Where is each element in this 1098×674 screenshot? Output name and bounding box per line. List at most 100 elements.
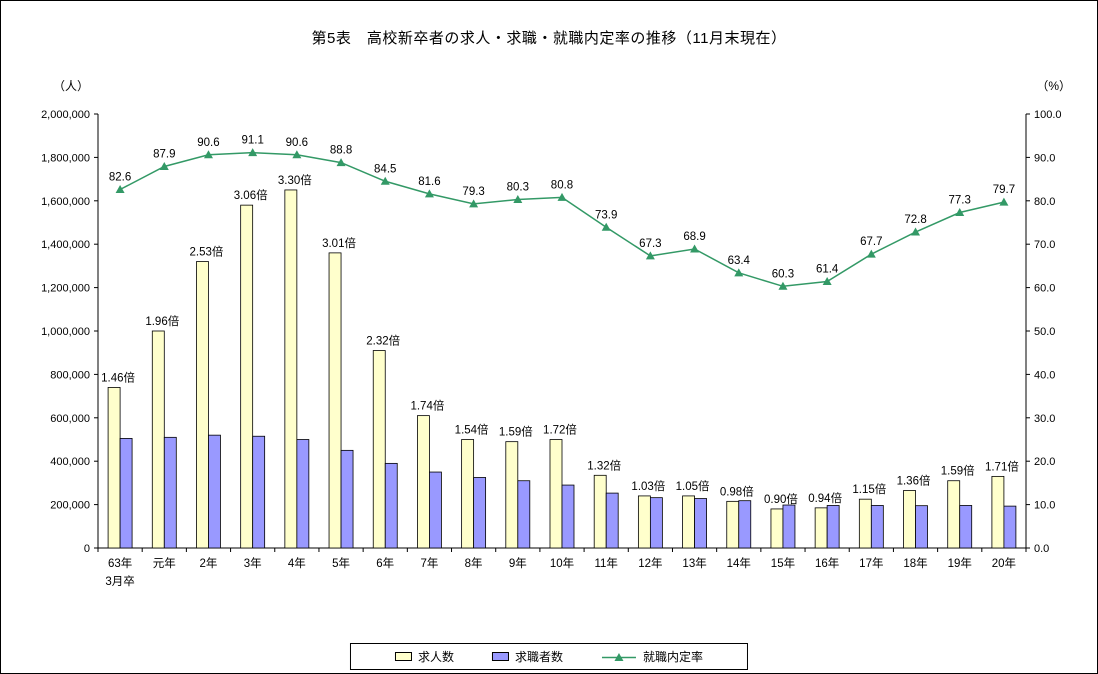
bar-kyujin (151, 330, 165, 549)
bar-ratio-label: 2.32倍 (366, 334, 400, 348)
x-axis-category-label: 20年 (992, 556, 1016, 570)
bar-ratio-label: 1.59倍 (499, 425, 533, 439)
bar-ratio-label: 2.53倍 (190, 245, 224, 259)
right-axis-tick-label: 90.0 (1034, 152, 1055, 164)
x-axis-category-label: 2年 (200, 556, 218, 570)
bar-kyushoku (252, 435, 266, 549)
triangle-marker-icon (955, 208, 965, 217)
line-value-label: 87.9 (153, 149, 175, 161)
line-value-label: 67.7 (860, 236, 882, 248)
bar-kyushoku (561, 484, 575, 549)
bar-kyushoku (1003, 505, 1017, 549)
left-axis-tick-label: 1,800,000 (41, 152, 90, 164)
x-axis-category-label: 9年 (509, 556, 527, 570)
legend-item-kyujin: 求人数 (394, 648, 454, 665)
bar-kyujin (991, 475, 1005, 549)
bar-kyujin (682, 495, 695, 549)
line-value-label: 60.3 (772, 268, 794, 280)
bar-ratio-label: 1.54倍 (455, 423, 489, 437)
bar-kyujin (593, 474, 607, 549)
triangle-marker-icon (822, 277, 832, 286)
left-axis-tick-label: 2,000,000 (41, 109, 90, 121)
bar-ratio-label: 3.30倍 (278, 173, 312, 187)
triangle-marker-icon (778, 281, 788, 290)
x-axis-category-label: 6年 (376, 556, 394, 570)
bar-ratio-label: 0.98倍 (720, 484, 754, 498)
bar-kyujin (903, 490, 916, 549)
kyujin-bar-swatch-icon (394, 652, 412, 661)
bar-kyujin (107, 387, 121, 549)
bar-kyujin (637, 495, 651, 549)
triangle-marker-icon (292, 150, 302, 159)
line-value-label: 82.6 (109, 172, 131, 184)
bar-ratio-label: 1.05倍 (676, 479, 710, 493)
x-axis-category-label: 10年 (550, 556, 574, 570)
line-value-label: 84.5 (374, 163, 396, 175)
bar-kyushoku (163, 436, 177, 549)
bar-kyushoku (738, 500, 752, 549)
line-value-label: 72.8 (904, 214, 926, 226)
left-axis-tick-label: 400,000 (50, 456, 90, 468)
line-value-label: 91.1 (241, 135, 263, 147)
bar-kyushoku (649, 497, 663, 549)
chart-plot-area: 0 200,000 400,000 600,000 800,000 1,000,000 1,… (41, 109, 1062, 588)
line-value-label: 80.8 (551, 179, 573, 191)
line-value-label: 68.9 (683, 231, 705, 243)
x-axis-category-label-line2: 3月卒 (105, 574, 134, 588)
bar-kyushoku (605, 492, 619, 549)
bar-ratio-label: 0.90倍 (764, 492, 798, 506)
bar-ratio-label: 1.71倍 (985, 459, 1019, 473)
right-axis-tick-label: 50.0 (1034, 326, 1055, 338)
x-axis-category-label: 13年 (682, 556, 706, 570)
bar-kyushoku (296, 439, 310, 549)
bar-kyujin (461, 439, 475, 549)
bar-kyushoku (384, 462, 398, 549)
bar-kyujin (770, 508, 784, 549)
bar-ratio-label: 1.15倍 (852, 482, 886, 496)
line-value-label: 61.4 (816, 264, 839, 276)
x-axis-category-label: 4年 (288, 556, 306, 570)
bar-kyushoku (340, 449, 354, 549)
x-axis-category-label: 12年 (638, 556, 662, 570)
right-axis-tick-label: 20.0 (1034, 456, 1055, 468)
bar-kyushoku (915, 505, 928, 549)
left-axis-tick-label: 1,000,000 (41, 326, 90, 338)
bar-kyushoku (826, 505, 840, 549)
left-axis-tick-label: 800,000 (50, 369, 90, 381)
line-value-label: 79.7 (993, 184, 1015, 196)
right-axis-tick-label: 60.0 (1034, 283, 1055, 295)
right-axis-tick-label: 70.0 (1034, 239, 1055, 251)
right-axis-tick-label: 40.0 (1034, 369, 1055, 381)
bar-kyujin (372, 350, 386, 549)
bar-ratio-label: 3.06倍 (234, 188, 268, 202)
bar-kyujin (240, 204, 254, 549)
triangle-marker-icon (336, 158, 346, 167)
right-axis-unit-label: （%） (1036, 79, 1071, 93)
triangle-marker-icon (380, 176, 390, 185)
line-value-label: 67.3 (639, 238, 661, 250)
bar-kyujin (726, 500, 740, 549)
line-value-label: 79.3 (462, 186, 484, 198)
bar-ratio-label: 1.46倍 (101, 370, 135, 384)
right-axis-tick-label: 100.0 (1034, 109, 1062, 121)
bar-kyujin (549, 439, 563, 549)
line-value-label: 81.6 (418, 176, 440, 188)
legend-label-naiteiritsu: 就職内定率 (643, 650, 704, 664)
line-marker-swatch-icon (602, 652, 637, 661)
triangle-marker-icon (513, 194, 523, 203)
bar-kyujin (947, 480, 961, 549)
bar-kyushoku (870, 505, 884, 549)
chart-title: 第5表 高校新卒者の求人・求職・就職内定率の推移（11月末現在） (311, 30, 787, 47)
bar-ratio-label: 1.96倍 (145, 314, 179, 328)
line-value-label: 77.3 (949, 195, 971, 207)
legend-label-kyushoku: 求職者数 (514, 650, 564, 664)
x-axis-category-label: 8年 (465, 556, 483, 570)
bar-kyujin (417, 415, 430, 549)
line-value-label: 88.8 (330, 145, 352, 157)
triangle-marker-icon (115, 185, 125, 194)
bar-ratio-label: 1.36倍 (897, 473, 931, 487)
triangle-marker-icon (203, 150, 213, 159)
triangle-marker-icon (248, 148, 258, 157)
x-axis-category-label: 15年 (771, 556, 795, 570)
triangle-marker-icon (159, 162, 169, 171)
